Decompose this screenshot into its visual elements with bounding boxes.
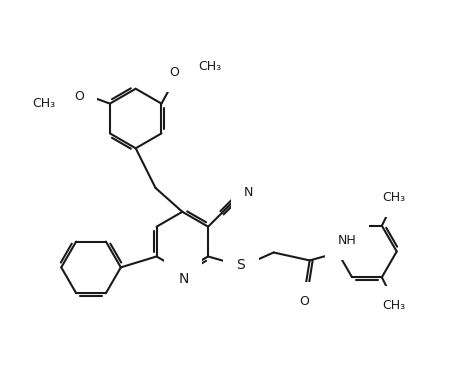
Text: CH₃: CH₃ bbox=[381, 192, 404, 204]
Text: S: S bbox=[236, 258, 245, 272]
Text: N: N bbox=[243, 186, 253, 199]
Text: CH₃: CH₃ bbox=[381, 299, 404, 311]
Text: CH₃: CH₃ bbox=[32, 97, 55, 110]
Text: O: O bbox=[74, 90, 84, 103]
Text: O: O bbox=[169, 66, 179, 79]
Text: CH₃: CH₃ bbox=[198, 61, 221, 73]
Text: O: O bbox=[298, 295, 308, 308]
Text: NH: NH bbox=[337, 234, 355, 247]
Text: N: N bbox=[178, 272, 188, 286]
